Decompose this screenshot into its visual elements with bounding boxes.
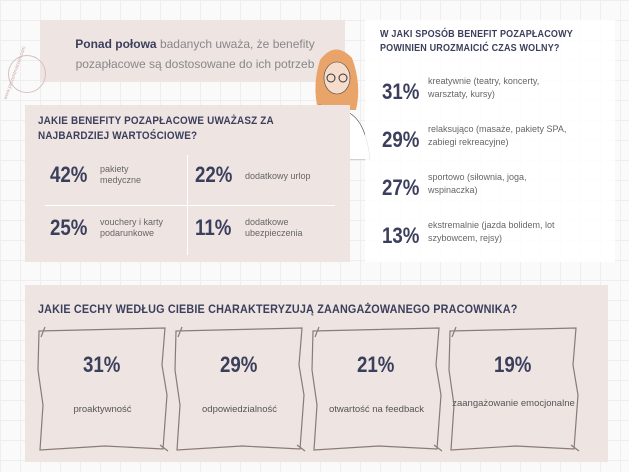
leisure-label: ekstremalnie (jazda bolidem, lot szybowc… bbox=[428, 220, 555, 243]
leisure-value: 31% bbox=[382, 79, 420, 104]
benefit-label: pakiety medyczne bbox=[100, 164, 142, 185]
sketch-frame bbox=[311, 326, 443, 452]
trait-value: 19% bbox=[494, 352, 532, 377]
benefit-label: dodatkowy urlop bbox=[245, 171, 311, 181]
leisure-title: W JAKI SPOSÓB BENEFIT POZAPŁACOWY POWINI… bbox=[380, 29, 573, 54]
benefit-value: 22% bbox=[195, 162, 233, 187]
benefit-value: 11% bbox=[195, 215, 232, 240]
benefits-title: JAKIE BENEFITY POZAPŁACOWE UWAŻASZ ZA NA… bbox=[38, 115, 274, 142]
trait-value: 29% bbox=[220, 352, 258, 377]
intro: Ponad połowa badanych uważa, że benefity… bbox=[60, 34, 330, 74]
logo-text: www.prezentmarzen.com bbox=[2, 45, 28, 101]
traits-title: JAKIE CECHY WEDŁUG CIEBIE CHARAKTERYZUJĄ… bbox=[38, 302, 518, 316]
trait-label: odpowiedzialność bbox=[202, 404, 277, 415]
intro-box bbox=[40, 20, 345, 82]
sketch-frame bbox=[448, 326, 580, 452]
sketch-frame bbox=[174, 326, 306, 452]
leisure-value: 29% bbox=[382, 127, 420, 152]
trait-label: zaangażowanie emocjonalne bbox=[452, 398, 575, 409]
benefit-label: dodatkowe ubezpieczenia bbox=[245, 217, 303, 238]
leisure-box bbox=[365, 20, 615, 262]
sketch-frame bbox=[37, 326, 169, 452]
benefit-value: 25% bbox=[50, 215, 88, 240]
leisure-value: 13% bbox=[382, 223, 420, 248]
trait-value: 21% bbox=[357, 352, 395, 377]
trait-label: proaktywność bbox=[73, 404, 132, 415]
leisure-value: 27% bbox=[382, 175, 420, 200]
intro-text: badanych uważa, że benefity pozapłacowe … bbox=[75, 37, 315, 71]
benefit-label: vouchery i karty podarunkowe bbox=[100, 217, 164, 238]
intro-bold: Ponad połowa bbox=[75, 37, 157, 51]
trait-value: 31% bbox=[83, 352, 121, 377]
leisure-label: sportowo (siłownia, joga, wspinaczka) bbox=[428, 172, 527, 195]
trait-label: otwartość na feedback bbox=[328, 404, 425, 415]
traits-box bbox=[25, 285, 608, 462]
benefit-value: 42% bbox=[50, 162, 88, 187]
logo: www.prezentmarzen.com bbox=[3, 46, 46, 100]
leisure-label: relaksująco (masaże, pakiety SPA, zabieg… bbox=[428, 124, 567, 147]
leisure-label: kreatywnie (teatry, koncerty, warsztaty,… bbox=[428, 76, 540, 99]
